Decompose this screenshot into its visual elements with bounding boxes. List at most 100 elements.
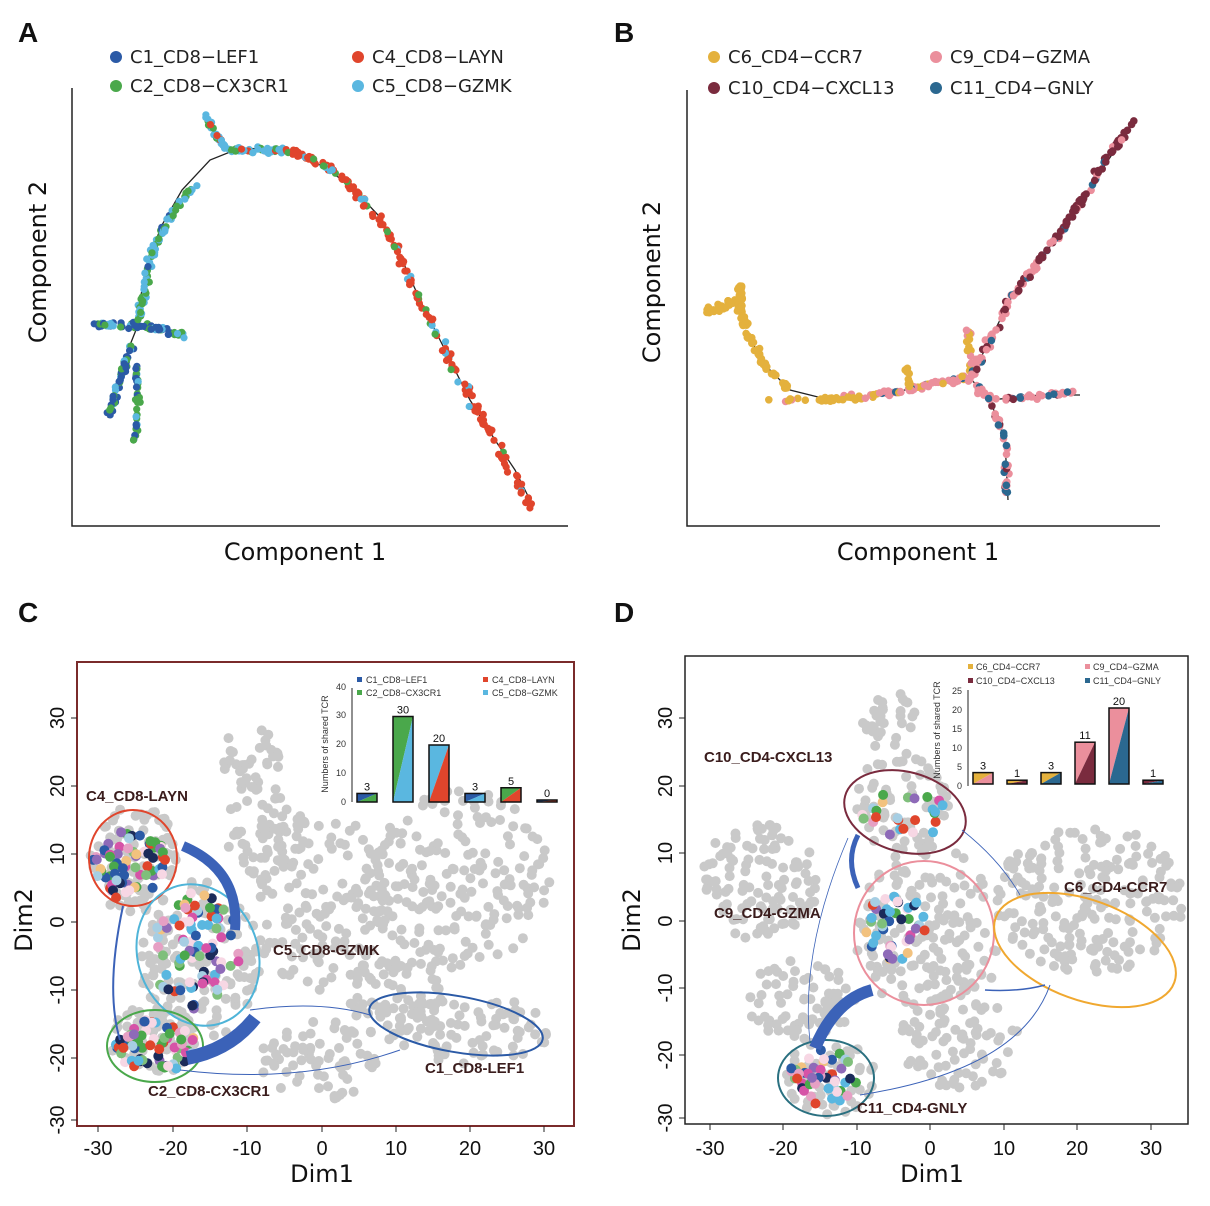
inset-c-bar-0-part-b — [357, 793, 377, 802]
cell-point — [715, 307, 724, 316]
background-cell — [302, 976, 313, 987]
background-cell — [439, 807, 450, 818]
cell-point — [462, 390, 470, 398]
inset-d-bar-1 — [1006, 779, 1028, 785]
background-cell — [993, 1035, 1004, 1046]
cell-point — [794, 394, 802, 403]
background-cell — [785, 956, 796, 967]
background-cell — [305, 923, 315, 934]
background-cell — [459, 865, 470, 876]
background-cell — [1004, 908, 1015, 918]
background-cell — [805, 994, 816, 1005]
background-cell — [914, 983, 925, 994]
clone-cell — [91, 854, 102, 865]
background-cell — [281, 1067, 292, 1077]
clone-cell — [190, 930, 201, 941]
ytick-c-3: 0 — [47, 916, 69, 927]
background-cell — [370, 1058, 381, 1069]
cell-point — [369, 212, 377, 221]
background-cell — [1087, 883, 1098, 894]
background-cell — [454, 1010, 465, 1021]
cell-point — [120, 360, 128, 368]
clone-cell — [109, 861, 119, 872]
background-cell — [785, 904, 796, 915]
cell-point — [1002, 394, 1010, 402]
cell-point — [217, 136, 226, 144]
inset-d-bar-1-part-a — [1007, 780, 1027, 784]
background-cell — [186, 877, 197, 888]
clone-cell — [111, 892, 122, 903]
background-cell — [769, 923, 780, 934]
background-cell — [341, 928, 352, 939]
background-cell — [326, 843, 337, 854]
clone-cell — [866, 912, 877, 923]
clone-cell — [176, 1034, 187, 1045]
background-cell — [415, 844, 425, 855]
background-cell — [895, 966, 906, 977]
background-cell — [767, 844, 778, 854]
background-cell — [1100, 955, 1111, 966]
background-cell — [779, 874, 790, 885]
background-cell — [895, 923, 906, 933]
background-cell — [804, 847, 815, 858]
background-cell — [339, 839, 350, 850]
background-cell — [1040, 840, 1051, 851]
background-cell — [898, 1020, 909, 1030]
background-cell — [382, 906, 393, 917]
inset-d-bar-3-part-b — [1075, 742, 1095, 784]
ytick-c-0: 30 — [47, 707, 69, 729]
background-cell — [1095, 885, 1106, 896]
background-cell — [1064, 932, 1075, 943]
background-cell — [755, 968, 766, 979]
background-cell — [361, 950, 371, 961]
cell-point — [490, 436, 498, 444]
background-cell — [220, 993, 231, 1004]
background-cell — [278, 1044, 289, 1054]
background-cell — [1034, 906, 1045, 917]
background-cell — [440, 925, 451, 936]
ellipse-c11-gnly — [777, 1039, 875, 1117]
background-cell — [752, 928, 763, 939]
background-cell — [415, 1023, 426, 1034]
background-cell — [379, 840, 390, 850]
xtick-d-5: 20 — [1066, 1138, 1088, 1160]
clone-cell — [807, 1072, 818, 1083]
background-cell — [828, 988, 839, 999]
background-cell — [445, 881, 456, 892]
background-cell — [1038, 918, 1049, 928]
background-cell — [305, 1028, 316, 1039]
background-cell — [416, 1011, 427, 1022]
background-cell — [471, 910, 482, 921]
background-cell — [298, 1031, 309, 1042]
background-cell — [870, 740, 881, 751]
clone-cell — [910, 923, 921, 934]
cell-point — [137, 308, 145, 316]
ytick-c-4: -10 — [47, 976, 69, 1005]
clone-cell — [152, 922, 163, 933]
background-cell — [979, 928, 990, 938]
clone-cell — [823, 1083, 834, 1094]
cell-point — [861, 394, 870, 403]
background-cell — [509, 997, 520, 1008]
background-cell — [300, 888, 311, 899]
cell-point — [826, 396, 835, 405]
clone-cell — [815, 1064, 826, 1075]
background-cell — [342, 1074, 353, 1084]
background-cell — [947, 1046, 958, 1057]
background-cell — [753, 1015, 764, 1026]
background-cell — [812, 961, 823, 972]
background-cell — [498, 895, 509, 906]
cell-point — [138, 300, 146, 308]
background-cell — [449, 924, 460, 935]
background-cell — [971, 999, 981, 1010]
background-cell — [1091, 934, 1102, 945]
background-cell — [363, 844, 374, 855]
background-cell — [959, 930, 970, 941]
xtick-c-3: 0 — [316, 1138, 327, 1160]
legend-b-label-2: C10_CD4−CXCL13 — [728, 78, 895, 99]
ytick-c-2: 10 — [47, 843, 69, 865]
background-cell — [248, 868, 259, 879]
inset-d-yticks: 0 5 10 15 20 25 — [952, 686, 962, 791]
cell-point — [988, 402, 996, 410]
clone-cell — [134, 830, 145, 841]
